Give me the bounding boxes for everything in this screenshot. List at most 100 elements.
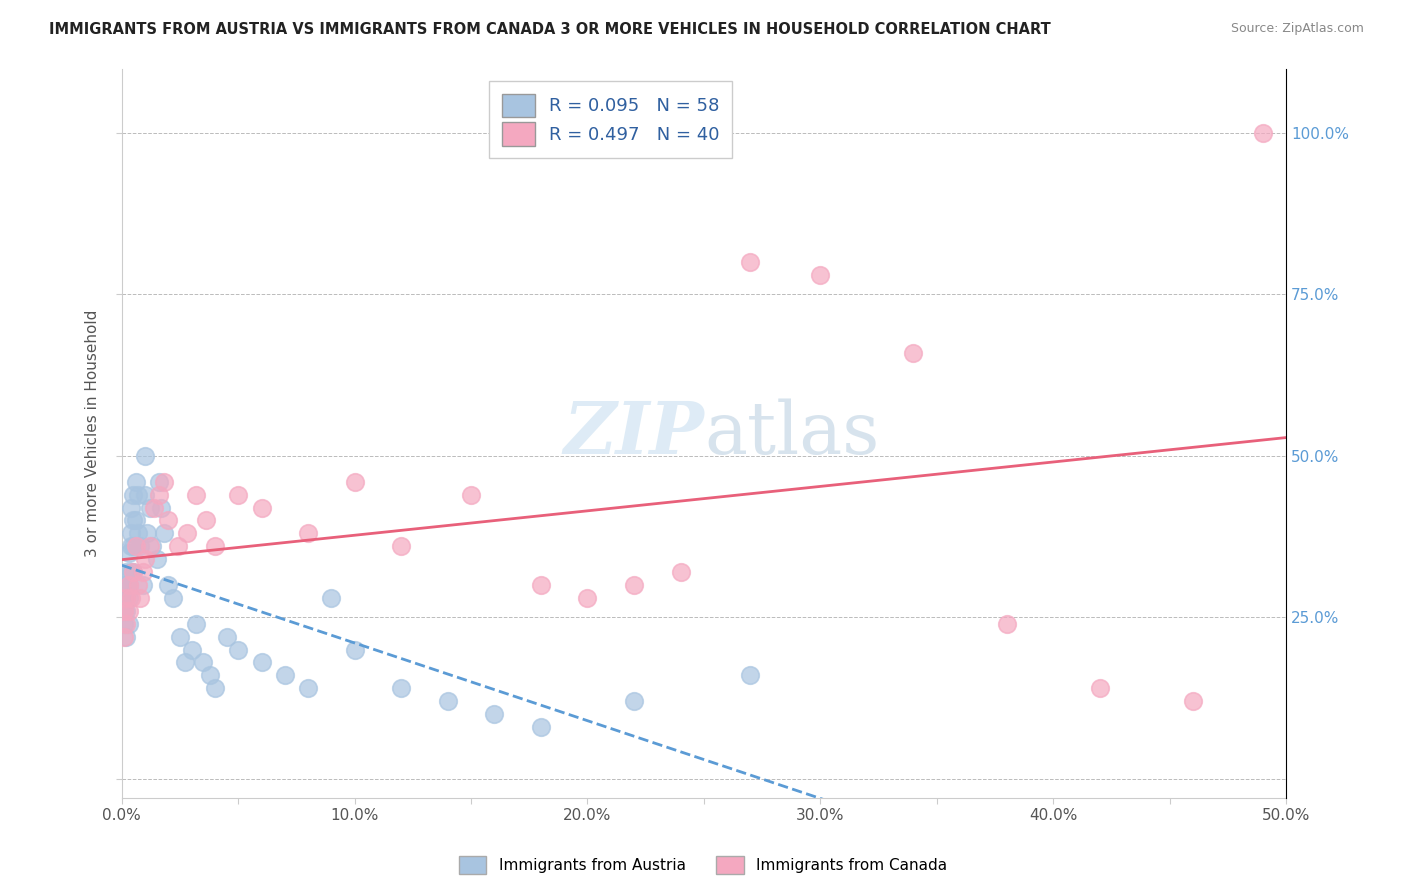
Point — [120, 539, 142, 553]
Point — [1088, 681, 1111, 696]
Point — [166, 539, 188, 553]
Point — [115, 616, 138, 631]
Point — [139, 539, 162, 553]
Point — [112, 591, 135, 605]
Text: ZIP: ZIP — [562, 398, 704, 469]
Point — [740, 255, 762, 269]
Point — [186, 616, 208, 631]
Point — [740, 668, 762, 682]
Point — [120, 565, 142, 579]
Text: Source: ZipAtlas.com: Source: ZipAtlas.com — [1230, 22, 1364, 36]
Point — [623, 694, 645, 708]
Point — [125, 475, 148, 489]
Point — [389, 539, 412, 553]
Point — [143, 500, 166, 515]
Text: IMMIGRANTS FROM AUSTRIA VS IMMIGRANTS FROM CANADA 3 OR MORE VEHICLES IN HOUSEHOL: IMMIGRANTS FROM AUSTRIA VS IMMIGRANTS FR… — [49, 22, 1050, 37]
Point — [162, 591, 184, 605]
Point — [995, 616, 1018, 631]
Y-axis label: 3 or more Vehicles in Household: 3 or more Vehicles in Household — [86, 310, 100, 557]
Point — [215, 630, 238, 644]
Point — [297, 681, 319, 696]
Point — [122, 565, 145, 579]
Point — [145, 552, 167, 566]
Point — [122, 488, 145, 502]
Text: atlas: atlas — [704, 398, 879, 468]
Point — [122, 513, 145, 527]
Point — [669, 565, 692, 579]
Point — [127, 488, 149, 502]
Point — [623, 578, 645, 592]
Point — [204, 539, 226, 553]
Point — [274, 668, 297, 682]
Point — [132, 565, 155, 579]
Point — [460, 488, 482, 502]
Point — [150, 500, 173, 515]
Point — [436, 694, 458, 708]
Point — [226, 488, 249, 502]
Point — [115, 630, 138, 644]
Point — [297, 526, 319, 541]
Point — [193, 656, 215, 670]
Point — [343, 642, 366, 657]
Point — [125, 513, 148, 527]
Point — [136, 526, 159, 541]
Point — [1181, 694, 1204, 708]
Point — [186, 488, 208, 502]
Point — [115, 591, 138, 605]
Point — [141, 539, 163, 553]
Point — [120, 591, 142, 605]
Point — [321, 591, 343, 605]
Point — [176, 526, 198, 541]
Point — [112, 604, 135, 618]
Point — [134, 449, 156, 463]
Point — [112, 616, 135, 631]
Legend: R = 0.095   N = 58, R = 0.497   N = 40: R = 0.095 N = 58, R = 0.497 N = 40 — [489, 81, 733, 158]
Point — [157, 513, 180, 527]
Point — [118, 604, 141, 618]
Point — [132, 578, 155, 592]
Point — [808, 268, 831, 282]
Point — [169, 630, 191, 644]
Point — [389, 681, 412, 696]
Point — [112, 604, 135, 618]
Point — [173, 656, 195, 670]
Point — [194, 513, 217, 527]
Point — [530, 578, 553, 592]
Point — [576, 591, 599, 605]
Point — [343, 475, 366, 489]
Point — [120, 500, 142, 515]
Point — [148, 488, 170, 502]
Point — [148, 475, 170, 489]
Point — [120, 526, 142, 541]
Point — [1251, 126, 1274, 140]
Point — [115, 565, 138, 579]
Point — [112, 578, 135, 592]
Legend: Immigrants from Austria, Immigrants from Canada: Immigrants from Austria, Immigrants from… — [453, 850, 953, 880]
Point — [127, 526, 149, 541]
Point — [118, 578, 141, 592]
Point — [127, 578, 149, 592]
Point — [250, 500, 273, 515]
Point — [134, 488, 156, 502]
Point — [118, 546, 141, 560]
Point — [129, 591, 152, 605]
Point — [122, 565, 145, 579]
Point — [200, 668, 222, 682]
Point — [118, 591, 141, 605]
Point — [903, 345, 925, 359]
Point — [152, 475, 174, 489]
Point — [157, 578, 180, 592]
Point — [115, 591, 138, 605]
Point — [226, 642, 249, 657]
Point — [118, 578, 141, 592]
Point — [204, 681, 226, 696]
Point — [139, 500, 162, 515]
Point — [152, 526, 174, 541]
Point — [115, 578, 138, 592]
Point — [134, 552, 156, 566]
Point — [115, 604, 138, 618]
Point — [250, 656, 273, 670]
Point — [118, 616, 141, 631]
Point — [484, 707, 506, 722]
Point — [122, 539, 145, 553]
